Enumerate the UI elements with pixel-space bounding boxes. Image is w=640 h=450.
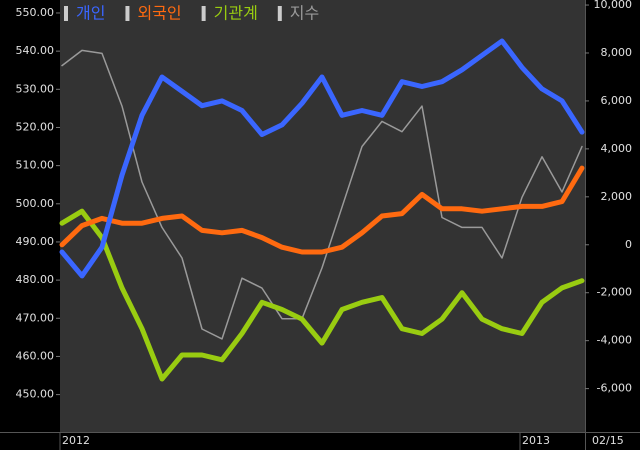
legend-label: 기관계: [214, 4, 258, 23]
legend-label: 개인: [76, 4, 105, 23]
legend-label: 지수: [290, 4, 319, 23]
y2-tick-label: -2,000: [597, 286, 632, 299]
y-tick-label: 470.00: [16, 311, 55, 324]
y-tick-label: 490.00: [16, 235, 55, 248]
y-tick-label: 520.00: [16, 120, 55, 133]
x-tick-label: 2012: [62, 434, 90, 447]
legend-swatch: [64, 6, 68, 21]
y-tick-label: 500.00: [16, 197, 55, 210]
legend-swatch: [125, 6, 130, 21]
y-tick-label: 550.00: [16, 6, 55, 19]
y-tick-label: 480.00: [16, 273, 55, 286]
y-tick-label: 450.00: [16, 388, 55, 401]
lines: [59, 38, 585, 382]
x-tick-label: 2013: [522, 434, 550, 447]
y2-tick-label: 4,000: [601, 142, 633, 155]
series-line: [61, 49, 583, 340]
y2-tick-label: -6,000: [597, 382, 632, 395]
series-line: [59, 208, 585, 382]
y2-tick-label: 2,000: [601, 190, 633, 203]
last-date: 02/15: [592, 434, 624, 447]
y-tick-label: 540.00: [16, 44, 55, 57]
plot-area: [60, 0, 585, 432]
y2-tick-label: 8,000: [601, 46, 633, 59]
legend-swatch: [201, 6, 206, 21]
y2-tick-label: -4,000: [597, 334, 632, 347]
y-tick-label: 510.00: [16, 159, 55, 172]
y2-tick-label: 6,000: [601, 94, 633, 107]
y2-tick-label: 0: [625, 238, 632, 251]
y-tick-label: 530.00: [16, 82, 55, 95]
series-line: [59, 38, 585, 279]
legend: 개인 외국인 기관계 지수: [64, 4, 319, 23]
legend-label: 외국인: [137, 4, 181, 23]
series-line: [59, 165, 585, 255]
y2-tick-label: 10,000: [594, 0, 633, 11]
legend-swatch: [277, 6, 282, 21]
y-tick-label: 460.00: [16, 349, 55, 362]
